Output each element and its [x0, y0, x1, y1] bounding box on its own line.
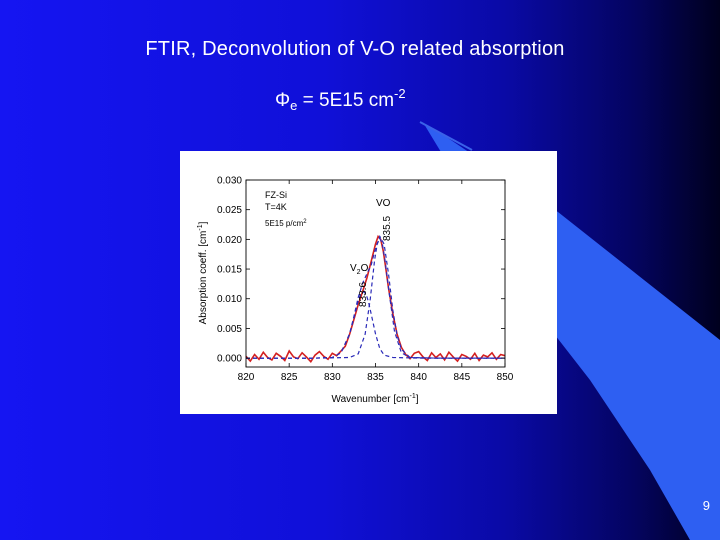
y-tick-label: 0.025: [217, 205, 242, 216]
x-tick-label: 835: [367, 372, 384, 383]
flux-symbol: Φ: [275, 90, 291, 111]
swoosh-edge-line: [419, 121, 473, 151]
tick-layer: 820 825 830 835 840 845 850 0.000 0.005 0.010 0.01…: [217, 176, 514, 384]
series-layer: [245, 234, 506, 364]
annotation-v2o-label: V2O: [350, 263, 369, 276]
x-tick-label: 845: [453, 372, 470, 383]
fit-curve-line-2: [246, 236, 505, 359]
y-tick-label: 0.030: [217, 176, 242, 187]
absorption-chart: 820 825 830 835 840 845 850 0.000 0.005 0.010 0.01…: [197, 176, 514, 406]
x-tick-label: 825: [281, 372, 298, 383]
y-tick-label: 0.020: [217, 235, 242, 246]
x-tick-label: 820: [238, 372, 255, 383]
fit-curve-line-1: [246, 290, 505, 359]
slide-number: 9: [702, 498, 710, 513]
legend-line-2: T=4K: [265, 202, 287, 212]
measured-spectrum-line: [245, 234, 506, 364]
x-tick-label: 850: [497, 372, 514, 383]
flux-subscript: e: [290, 98, 298, 113]
y-axis-label: Absorption coeff. [cm-1]: [197, 221, 209, 324]
annotation-v2o-value: 833.6: [358, 282, 369, 307]
slide-title: FTIR, Deconvolution of V-O related absor…: [145, 38, 565, 60]
annotation-vo-value: 835.5: [382, 216, 393, 241]
y-tick-label: 0.015: [217, 265, 242, 276]
y-tick-label: 0.000: [217, 354, 242, 365]
flux-label: Φe = 5E15 cm-2: [275, 86, 406, 113]
flux-exponent: -2: [394, 86, 406, 101]
fit-curve-line-3: [246, 234, 505, 359]
y-tick-label: 0.010: [217, 294, 242, 305]
x-axis-label: Wavenumber [cm-1]: [332, 393, 419, 405]
legend-line-3: 5E15 p/cm2: [265, 219, 307, 228]
y-tick-label: 0.005: [217, 324, 242, 335]
flux-value: = 5E15 cm: [297, 90, 395, 111]
x-tick-label: 840: [410, 372, 427, 383]
ftir-figure: 820 825 830 835 840 845 850 0.000 0.005 0.010 0.01…: [180, 151, 557, 414]
x-tick-label: 830: [324, 372, 341, 383]
legend-line-1: FZ-Si: [265, 190, 287, 200]
annotation-vo-label: VO: [376, 198, 391, 209]
